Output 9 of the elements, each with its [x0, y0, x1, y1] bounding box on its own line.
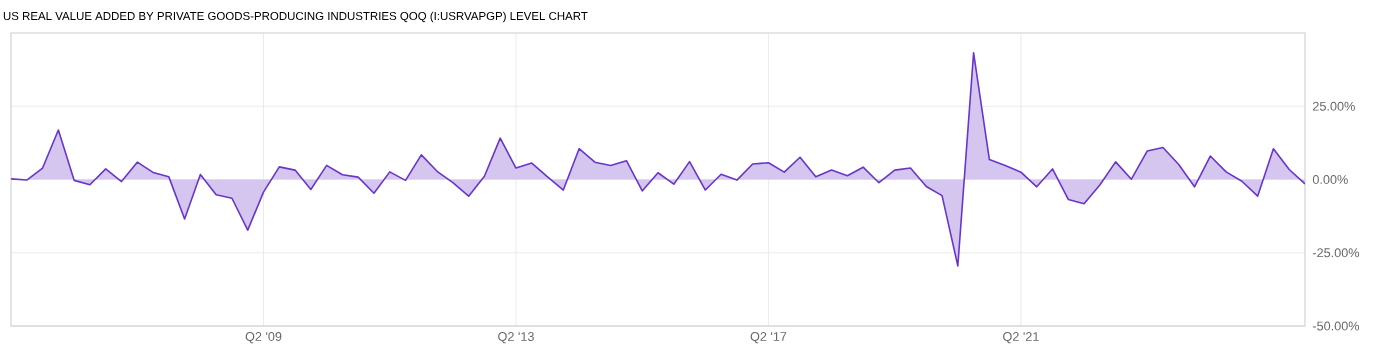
- x-tick-label: Q2 '13: [498, 332, 534, 344]
- y-tick-label: -25.00%: [1312, 248, 1360, 258]
- y-tick-label: -50.00%: [1312, 321, 1360, 331]
- x-tick-label: Q2 '09: [245, 332, 282, 344]
- x-tick-label: Q2 '17: [750, 332, 787, 344]
- y-tick-label: 25.00%: [1312, 101, 1355, 111]
- y-tick-label: 0.00%: [1312, 175, 1348, 184]
- chart-title: US REAL VALUE ADDED BY PRIVATE GOODS-PRODUCING INDUSTRIES QOQ (I:USRVAPGP) LEVEL CHART: [3, 11, 588, 23]
- x-tick-label: Q2 '21: [1003, 332, 1039, 344]
